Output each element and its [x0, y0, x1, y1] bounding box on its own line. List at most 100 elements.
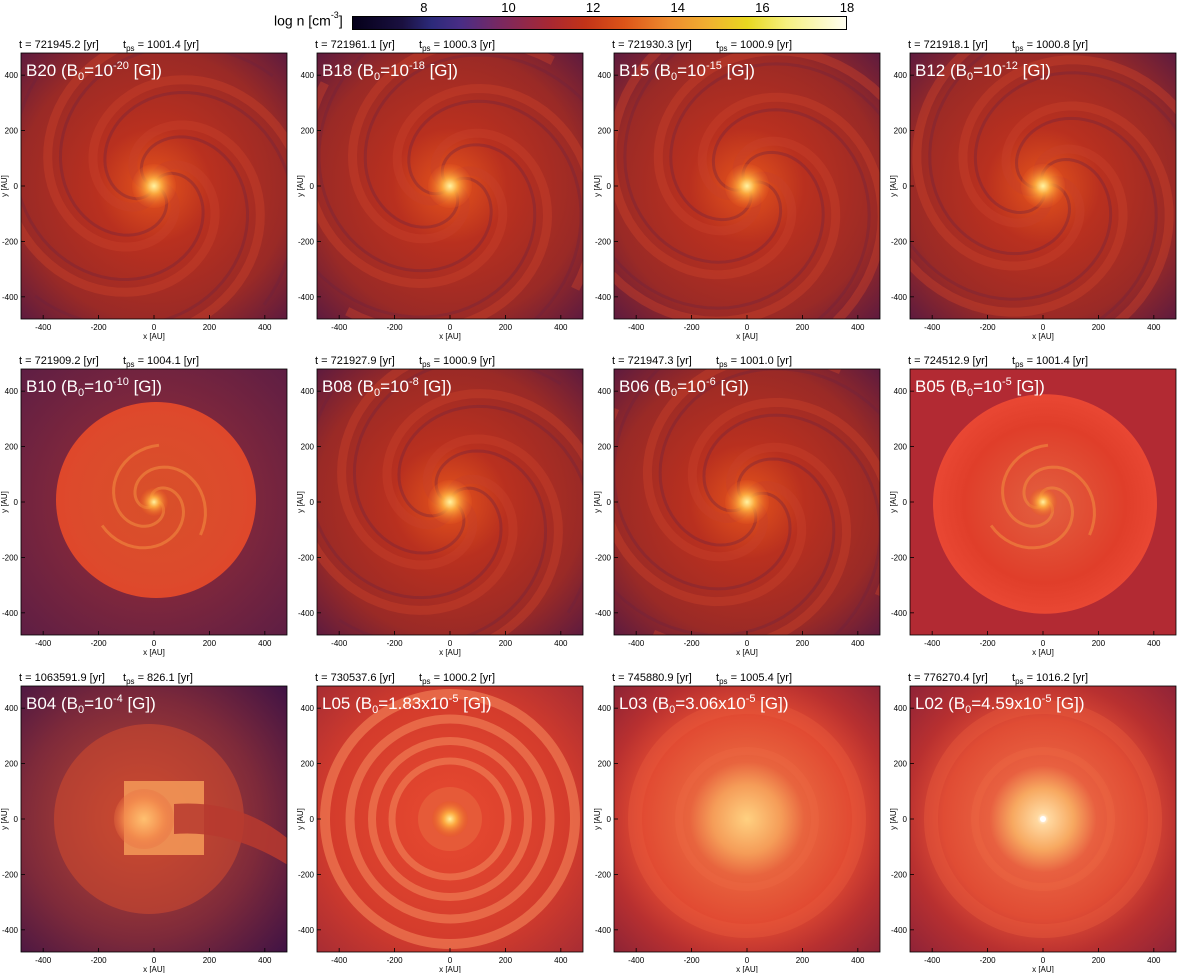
x-tick-label: 200 [499, 639, 513, 648]
x-tick-label: -400 [924, 639, 941, 648]
y-tick-label: 400 [5, 387, 19, 396]
x-tick-label: 0 [448, 323, 453, 332]
x-tick-label: 400 [258, 956, 272, 965]
x-tick-label: 400 [554, 956, 568, 965]
x-tick-label: -200 [387, 323, 404, 332]
x-tick-label: 400 [554, 323, 568, 332]
x-tick-label: 400 [851, 956, 865, 965]
x-tick-label: 200 [499, 323, 513, 332]
x-tick-label: 200 [203, 956, 217, 965]
y-tick-label: 400 [598, 71, 612, 80]
colorbar-tick-label: 12 [585, 0, 601, 15]
y-tick-label: 200 [5, 127, 19, 136]
panel-time: t = 724512.9 [yr] [908, 355, 988, 367]
y-axis-label: y [AU] [296, 808, 305, 830]
panel-tps: tps = 1000.2 [yr] [419, 672, 495, 686]
density-map [21, 53, 287, 319]
panel-model-label: B08 (B0=10-8 [G]) [322, 376, 452, 399]
y-tick-label: -400 [2, 293, 19, 302]
panel-tps: tps = 1001.0 [yr] [716, 355, 792, 369]
x-tick-label: 0 [152, 639, 157, 648]
x-tick-label: -200 [684, 639, 701, 648]
x-tick-label: 200 [203, 639, 217, 648]
panel-tps: tps = 826.1 [yr] [123, 672, 193, 686]
panel-B10: -400 -400 -200 -200 0 0 200 200 400 400 x [AU] y [A… [0, 355, 288, 657]
panel-B20: -400 -400 -200 -200 0 0 200 200 400 400 x [AU] y [A… [0, 39, 288, 341]
colorbar: log n [cm-3] 8 10 12 14 16 18 [0, 0, 1180, 34]
x-axis-label: x [AU] [439, 965, 461, 973]
x-axis-label: x [AU] [143, 648, 165, 657]
panel-model-label: B15 (B0=10-15 [G]) [619, 60, 755, 83]
y-tick-label: -400 [2, 609, 19, 618]
panel-tps: tps = 1005.4 [yr] [716, 672, 792, 686]
y-tick-label: -400 [298, 926, 315, 935]
y-tick-label: -400 [595, 609, 612, 618]
y-tick-label: -400 [891, 926, 908, 935]
panel-B05: -400 -400 -200 -200 0 0 200 200 400 400 x [AU] y [A… [889, 355, 1177, 657]
y-tick-label: 400 [301, 71, 315, 80]
x-tick-label: -400 [628, 639, 645, 648]
x-tick-label: 400 [258, 639, 272, 648]
panel-B04: -400 -400 -200 -200 0 0 200 200 400 400 x [AU] y [A… [0, 672, 288, 973]
density-map [21, 369, 287, 635]
y-axis-label: y [AU] [0, 808, 9, 830]
y-tick-label: -400 [298, 609, 315, 618]
density-map [614, 686, 880, 952]
y-tick-label: -200 [891, 870, 908, 879]
y-axis-label: y [AU] [0, 175, 9, 197]
x-tick-label: -200 [980, 639, 997, 648]
y-tick-label: 0 [14, 182, 19, 191]
x-tick-label: 200 [1092, 639, 1106, 648]
x-axis-label: x [AU] [736, 965, 758, 973]
panel-B08: -400 -400 -200 -200 0 0 200 200 400 400 x [AU] y [A… [296, 355, 584, 657]
panel-model-label: L02 (B0=4.59x10-5 [G]) [915, 693, 1085, 716]
x-axis-label: x [AU] [439, 648, 461, 657]
y-tick-label: -400 [595, 926, 612, 935]
x-tick-label: -200 [684, 956, 701, 965]
density-map [910, 369, 1176, 635]
panel-time: t = 721947.3 [yr] [612, 355, 692, 367]
x-tick-label: 200 [796, 956, 810, 965]
x-tick-label: -200 [91, 323, 108, 332]
x-tick-label: -400 [331, 639, 348, 648]
x-tick-label: -400 [35, 323, 52, 332]
x-axis-label: x [AU] [439, 332, 461, 341]
x-tick-label: -200 [980, 956, 997, 965]
y-tick-label: -200 [595, 237, 612, 246]
y-tick-label: 0 [607, 498, 612, 507]
y-tick-label: 400 [5, 704, 19, 713]
x-axis-label: x [AU] [143, 332, 165, 341]
y-tick-label: -200 [595, 553, 612, 562]
density-map [21, 686, 287, 952]
panel-model-label: L05 (B0=1.83x10-5 [G]) [322, 693, 492, 716]
x-tick-label: 0 [1041, 639, 1046, 648]
y-axis-label: y [AU] [0, 491, 9, 513]
y-tick-label: 0 [607, 815, 612, 824]
x-tick-label: -200 [91, 639, 108, 648]
y-tick-label: -200 [298, 870, 315, 879]
density-map [317, 369, 583, 635]
panel-tps: tps = 1000.9 [yr] [419, 355, 495, 369]
y-tick-label: 400 [894, 71, 908, 80]
colorbar-tick-label: 10 [501, 0, 516, 15]
y-tick-label: -200 [298, 237, 315, 246]
y-axis-label: y [AU] [889, 808, 898, 830]
x-tick-label: 0 [152, 956, 157, 965]
x-tick-label: 0 [745, 639, 750, 648]
panel-model-label: B20 (B0=10-20 [G]) [26, 60, 162, 83]
y-tick-label: 0 [310, 182, 315, 191]
y-axis-label: y [AU] [593, 808, 602, 830]
panel-model-label: B06 (B0=10-6 [G]) [619, 376, 749, 399]
density-map [910, 686, 1176, 952]
x-tick-label: 200 [796, 323, 810, 332]
y-tick-label: -200 [891, 553, 908, 562]
panel-tps: tps = 1000.9 [yr] [716, 39, 792, 53]
panel-tps: tps = 1004.1 [yr] [123, 355, 199, 369]
panel-tps: tps = 1000.8 [yr] [1012, 39, 1088, 53]
y-axis-label: y [AU] [296, 175, 305, 197]
panel-model-label: B04 (B0=10-4 [G]) [26, 693, 156, 716]
panel-model-label: L03 (B0=3.06x10-5 [G]) [619, 693, 789, 716]
panel-time: t = 721945.2 [yr] [19, 39, 99, 51]
x-tick-label: -200 [91, 956, 108, 965]
